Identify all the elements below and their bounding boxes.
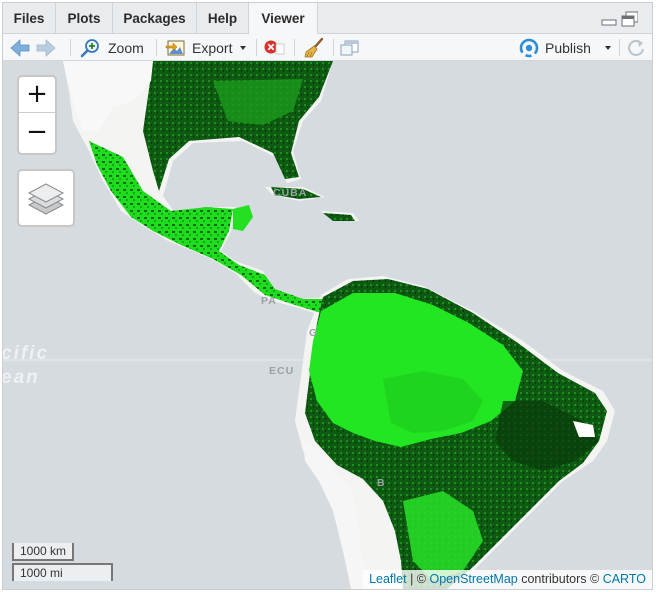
country-label-guyana: G — [309, 327, 319, 339]
tab-viewer[interactable]: Viewer — [248, 3, 318, 35]
carto-link[interactable]: CARTO — [602, 572, 646, 586]
country-label-panama: PA — [261, 295, 277, 307]
toolbar-separator — [333, 39, 334, 56]
brazil-white-patch — [573, 421, 595, 437]
refresh-icon — [628, 39, 644, 56]
magnifier-icon — [80, 38, 99, 57]
export-menu-button[interactable]: Export — [165, 34, 247, 61]
tab-plots[interactable]: Plots — [56, 3, 113, 34]
leaflet-map[interactable]: cific ean CUBA PA G ECU B + − 1000 km 10… — [3, 61, 652, 589]
toolbar-separator — [619, 39, 620, 56]
zoom-control: + − — [17, 75, 57, 155]
chevron-down-icon — [240, 45, 247, 50]
arrow-right-icon — [36, 38, 56, 57]
minimize-icon[interactable] — [600, 11, 618, 27]
popout-window-icon — [340, 40, 359, 55]
refresh-button[interactable] — [625, 34, 647, 61]
toolbar-separator — [294, 39, 295, 56]
vegetation-southern-bright — [403, 491, 483, 581]
zoom-in-button[interactable]: + — [19, 77, 55, 113]
ocean-label-ocean: ean — [3, 367, 40, 388]
chevron-down-icon — [604, 45, 611, 50]
map-attribution: Leaflet | © OpenStreetMap contributors ©… — [363, 570, 652, 589]
vegetation-gulf — [213, 79, 303, 125]
tab-bar: Files Plots Packages Help Viewer — [3, 3, 652, 35]
toolbar-separator — [256, 39, 257, 56]
tab-help[interactable]: Help — [197, 3, 249, 34]
maximize-icon[interactable] — [620, 11, 638, 27]
andes-coast-land — [303, 441, 365, 589]
baja-california-land — [63, 61, 153, 131]
vegetation-brazil-dark — [495, 401, 599, 471]
scale-mi: 1000 mi — [12, 563, 113, 581]
vegetation-cuba — [271, 187, 321, 199]
remove-red-x-icon — [264, 40, 285, 54]
country-label-cuba: CUBA — [273, 187, 308, 199]
show-in-new-window-button[interactable] — [339, 34, 361, 61]
vegetation-central-america — [89, 141, 325, 313]
zoom-label: Zoom — [108, 39, 144, 56]
publish-button[interactable]: Publish — [518, 34, 611, 61]
toolbar-separator — [70, 39, 71, 56]
vegetation-yucatan — [233, 205, 253, 231]
back-button[interactable] — [9, 34, 31, 61]
viewer-toolbar: Zoom Export — [3, 34, 652, 61]
leaflet-link[interactable]: Leaflet — [369, 572, 407, 586]
window-controls — [600, 11, 642, 29]
clear-all-button[interactable] — [303, 34, 325, 61]
tab-files[interactable]: Files — [3, 3, 56, 34]
vegetation-amazon-mid — [383, 371, 483, 433]
ocean-label-pacific: cific — [3, 343, 50, 364]
zoom-out-button[interactable]: − — [26, 117, 48, 147]
attribution-separator: | © — [406, 572, 430, 586]
export-label: Export — [192, 39, 233, 56]
scale-km: 1000 km — [12, 543, 74, 561]
arrow-left-icon — [10, 38, 30, 57]
layers-control-button[interactable] — [17, 169, 75, 227]
publish-icon — [519, 38, 539, 57]
openstreetmap-link[interactable]: OpenStreetMap — [429, 572, 518, 586]
country-label-bolivia: B — [377, 477, 386, 489]
map-tiles — [3, 61, 652, 589]
layers-icon — [27, 183, 65, 215]
broom-icon — [304, 37, 324, 57]
forward-button[interactable] — [35, 34, 57, 61]
tab-packages[interactable]: Packages — [113, 3, 197, 34]
attribution-contributors: contributors © — [517, 572, 603, 586]
country-label-ecuador: ECU — [269, 365, 295, 377]
vegetation-hispaniola — [323, 213, 355, 221]
export-image-icon — [165, 40, 185, 55]
remove-viewer-button[interactable] — [263, 34, 285, 61]
zoom-button[interactable]: Zoom — [80, 34, 144, 61]
toolbar-separator — [156, 39, 157, 56]
publish-label: Publish — [545, 39, 591, 56]
